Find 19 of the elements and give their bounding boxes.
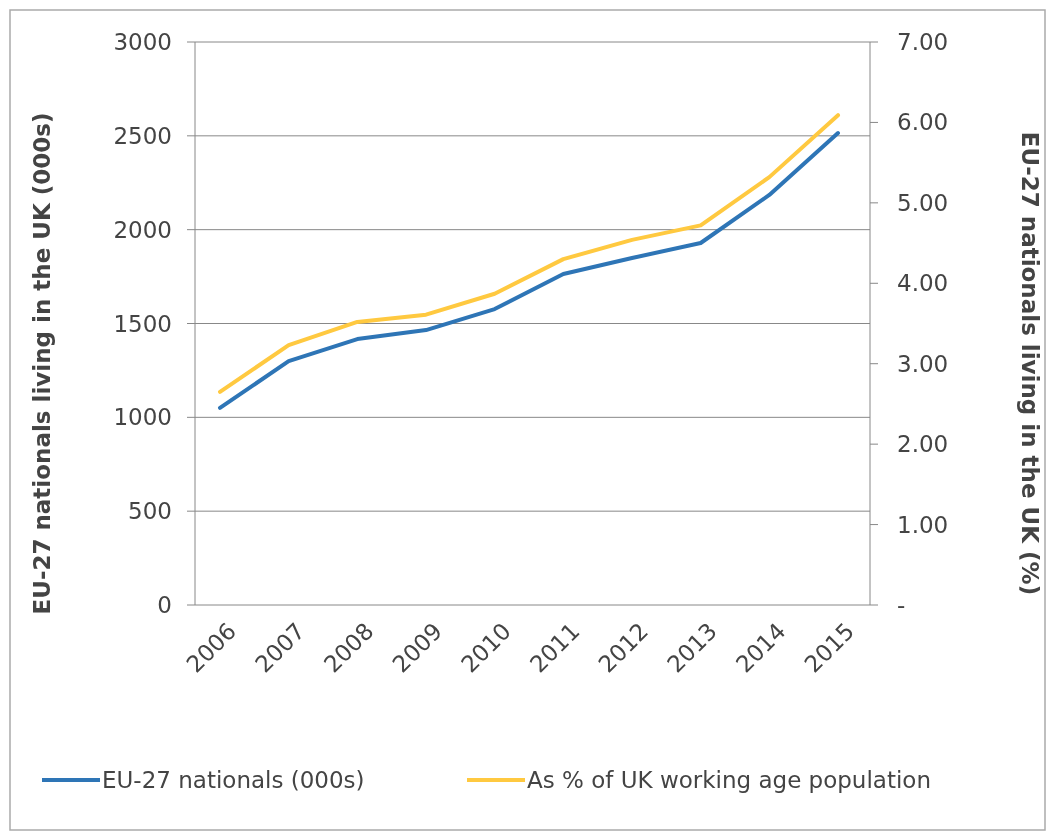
y-tick-label: 1000 — [113, 404, 172, 431]
y2-tick-label: 4.00 — [897, 270, 949, 297]
y2-tick-label: 5.00 — [897, 189, 949, 216]
y2-tick-label: 2.00 — [897, 431, 949, 458]
y-axis-title: EU-27 nationals living in the UK (000s) — [29, 112, 55, 615]
y2-tick-label: - — [897, 592, 906, 619]
y2-tick-label: 1.00 — [897, 511, 949, 538]
y2-tick-label: 7.00 — [897, 29, 949, 56]
y-tick-label: 1500 — [113, 310, 172, 337]
y-tick-label: 3000 — [113, 29, 172, 56]
legend-label: As % of UK working age population — [527, 767, 931, 794]
y-tick-label: 0 — [157, 592, 172, 619]
y-tick-label: 500 — [128, 498, 172, 525]
y-tick-label: 2000 — [113, 216, 172, 243]
y2-tick-label: 3.00 — [897, 350, 949, 377]
y-tick-label: 2500 — [113, 122, 172, 149]
y2-axis-title: EU-27 nationals living in the UK (%) — [1017, 131, 1043, 596]
legend-label: EU-27 nationals (000s) — [102, 767, 365, 794]
y2-tick-label: 6.00 — [897, 109, 949, 136]
